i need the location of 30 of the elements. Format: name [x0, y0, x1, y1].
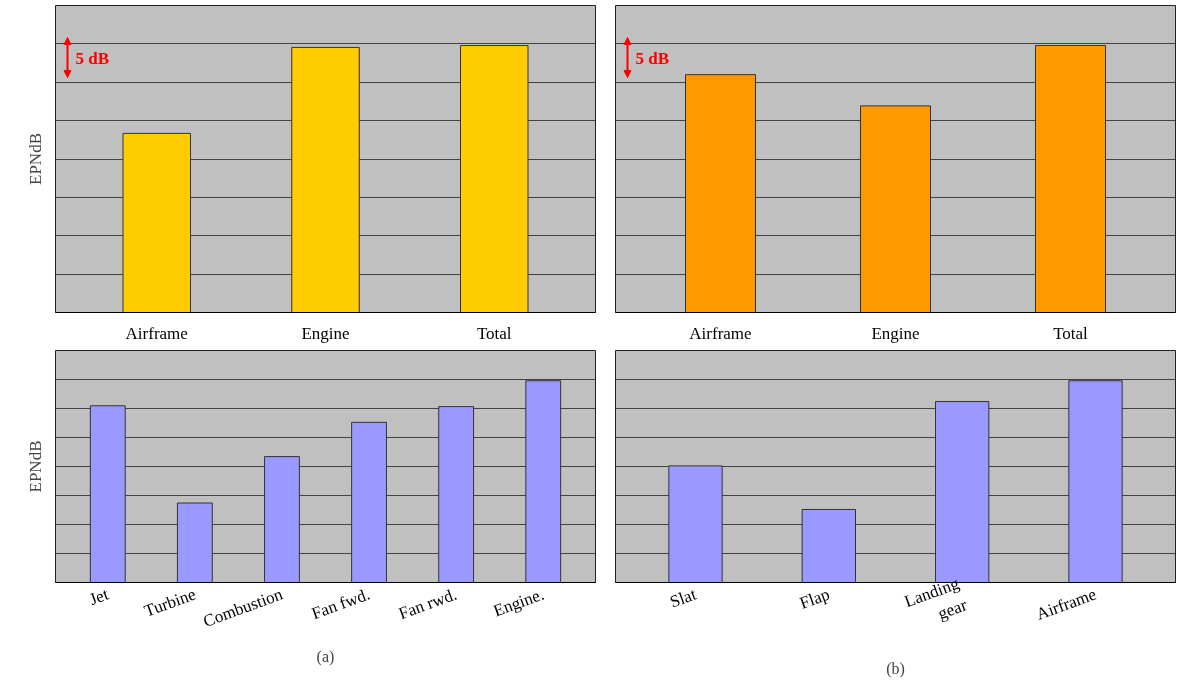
x-tick-label: Total — [1053, 323, 1089, 343]
bar — [668, 465, 723, 583]
x-tick-label: Engine — [871, 323, 920, 343]
x-tick-label: Engine — [301, 323, 350, 343]
x-tick-label: Fan rwd. — [396, 584, 460, 624]
annotation: 5 dB — [75, 48, 110, 68]
bar — [89, 405, 126, 583]
y-axis-title: EPNdB — [25, 133, 45, 185]
x-tick-label: Turbine — [141, 584, 199, 621]
bar — [1068, 380, 1123, 583]
x-tick-label: Engine. — [490, 584, 547, 621]
x-tick-label: Airframe — [1033, 584, 1099, 624]
bar — [525, 380, 562, 583]
x-tick-label: Slat — [667, 584, 700, 612]
bar — [176, 502, 213, 583]
x-tick-label: Flap — [797, 584, 833, 613]
bar — [351, 421, 387, 583]
bar — [801, 508, 856, 583]
x-axis-title: (b) — [886, 660, 905, 679]
annotation: 5 dB — [635, 48, 670, 68]
bar — [438, 406, 475, 583]
y-axis-title: EPNdB — [25, 440, 45, 493]
x-tick-label: Landing gear — [901, 573, 970, 624]
x-tick-label: Airframe — [689, 323, 752, 343]
bar — [264, 456, 300, 583]
x-axis-title: (a) — [316, 647, 335, 666]
x-tick-label: Airframe — [125, 323, 188, 343]
x-tick-label: Fan fwd. — [309, 584, 373, 624]
x-tick-label: Jet — [86, 584, 112, 609]
x-tick-label: Total — [476, 323, 512, 343]
